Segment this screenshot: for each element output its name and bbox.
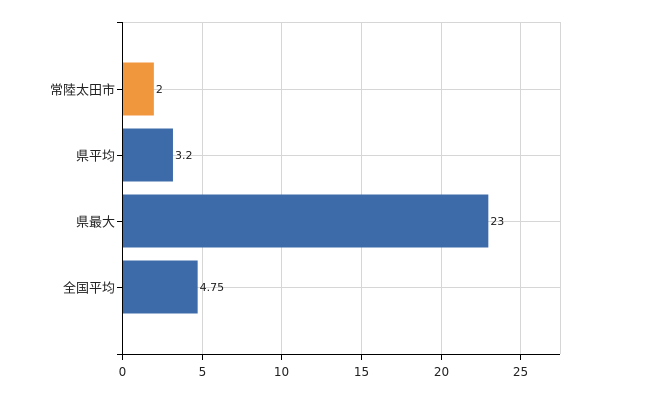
axes: [117, 22, 560, 360]
data-label-2: 23: [490, 215, 504, 228]
bar-1: [122, 128, 173, 182]
category-label-0: 常陸太田市: [50, 83, 115, 99]
category-label-1: 県平均: [76, 150, 115, 165]
category-label-3: 全国平均: [63, 281, 115, 297]
data-label-1: 3.2: [175, 149, 193, 162]
data-label-0: 2: [156, 83, 163, 96]
x-tick-label-0: 0: [119, 365, 127, 379]
bar-0: [122, 62, 154, 116]
bar-2: [122, 194, 489, 248]
category-label-2: 県最大: [76, 216, 115, 231]
x-tick-label-5: 5: [199, 365, 207, 379]
x-tick-label-25: 25: [513, 365, 528, 379]
x-tick-label-10: 10: [274, 365, 289, 379]
bars: [122, 62, 489, 314]
x-tick-label-20: 20: [434, 365, 449, 379]
bar-3: [122, 260, 198, 314]
x-tick-label-15: 15: [354, 365, 369, 379]
data-label-3: 4.75: [200, 281, 225, 294]
